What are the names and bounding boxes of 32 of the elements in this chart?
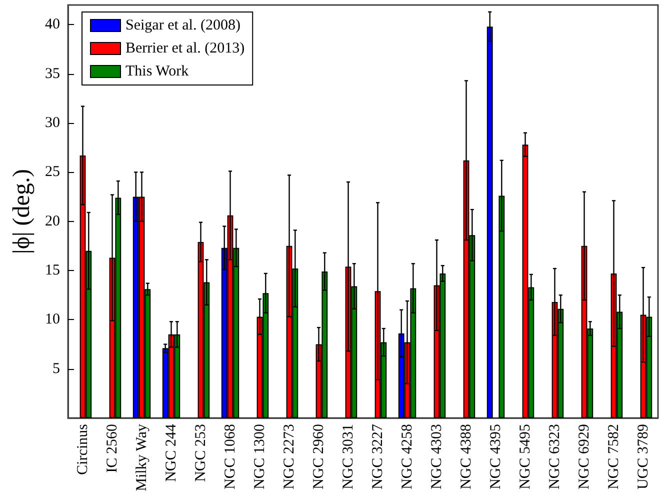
- y-tick-label: 15: [45, 262, 60, 278]
- legend-label: Seigar et al. (2008): [126, 18, 240, 34]
- y-tick-label: 35: [45, 66, 60, 82]
- x-tick-label: NGC 7582: [606, 424, 622, 490]
- legend-label: This Work: [126, 64, 190, 80]
- x-tick-label: NGC 4303: [428, 424, 445, 490]
- y-tick-label: 5: [52, 360, 60, 377]
- x-tick-label: NGC 6929: [576, 424, 592, 490]
- y-tick-label: 30: [45, 115, 60, 131]
- x-tick-label: NGC 3227: [370, 424, 386, 490]
- x-tick-label: IC 2560: [104, 424, 120, 473]
- legend-label: Berrier et al. (2013): [126, 40, 245, 56]
- y-tick-label: 40: [45, 16, 60, 33]
- x-tick-label: NGC 244: [163, 424, 180, 482]
- x-tick-label: NGC 1068: [222, 424, 238, 490]
- x-tick-label: NGC 3031: [340, 424, 356, 490]
- y-axis-title: |ϕ| (deg.): [9, 169, 35, 254]
- y-tick-label: 20: [45, 213, 60, 230]
- x-tick-label: NGC 253: [192, 424, 209, 482]
- y-tick-label: 25: [45, 164, 60, 180]
- x-tick-label: UGC 3789: [635, 424, 652, 490]
- x-tick-label: NGC 4258: [399, 424, 416, 490]
- x-tick-label: NGC 6323: [546, 424, 563, 490]
- x-tick-label: NGC 4388: [458, 424, 474, 490]
- x-tick-label: Circinus: [74, 424, 91, 475]
- x-tick-label: NGC 4395: [488, 424, 504, 490]
- x-tick-label: NGC 5495: [517, 424, 534, 490]
- x-tick-label: NGC 2960: [310, 424, 327, 490]
- x-tick-label: NGC 1300: [252, 424, 268, 490]
- x-tick-label: Milky Way: [134, 424, 150, 492]
- x-tick-label: NGC 2273: [281, 424, 298, 490]
- y-tick-label: 10: [45, 312, 60, 328]
